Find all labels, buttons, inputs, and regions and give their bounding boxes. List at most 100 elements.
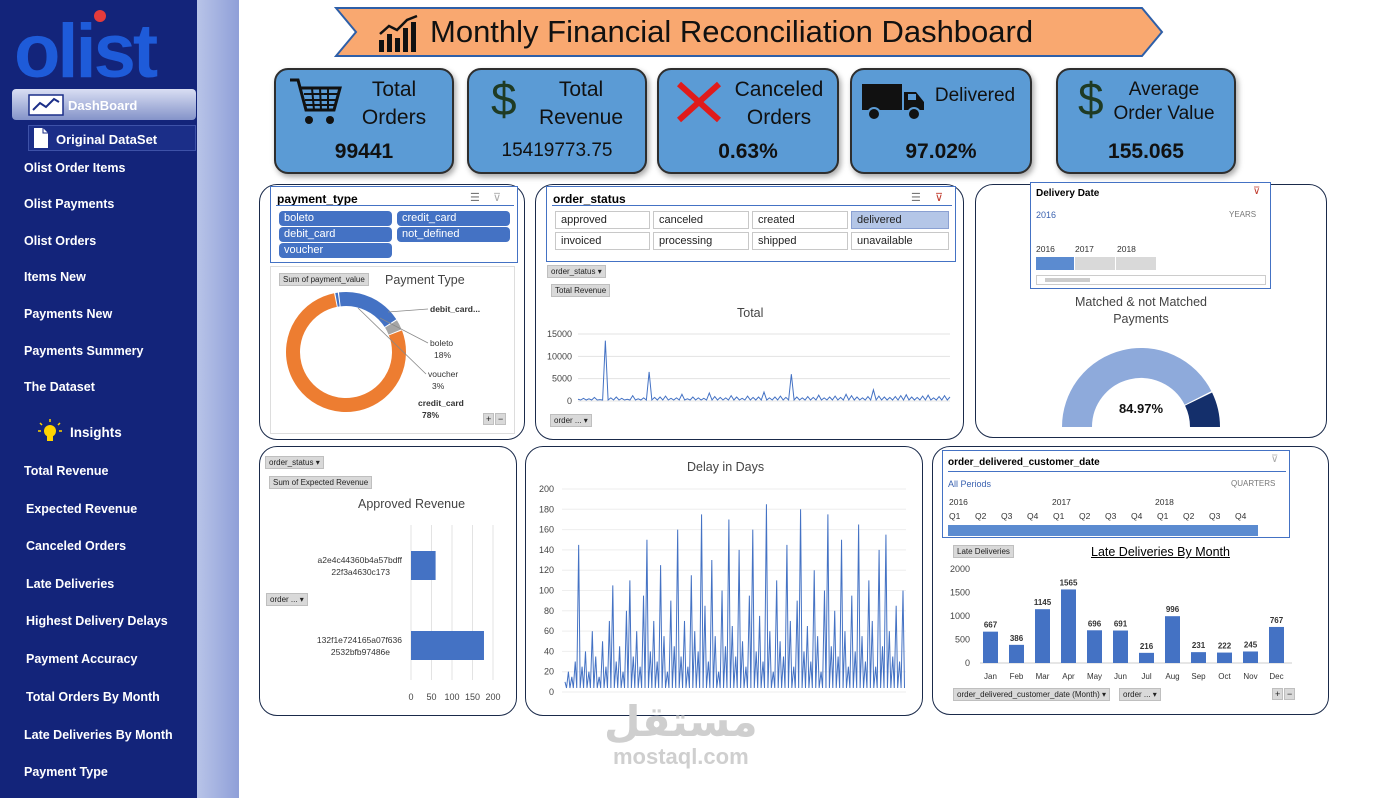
collapse-button[interactable]: − xyxy=(495,413,507,425)
nav-late-deliveries[interactable]: Late Deliveries xyxy=(26,577,115,591)
nav-canceled-orders[interactable]: Canceled Orders xyxy=(26,539,127,553)
payment-slicer-title: payment_type xyxy=(277,192,358,206)
expand-button[interactable]: + xyxy=(483,413,495,425)
delivery-scrollbar[interactable] xyxy=(1036,275,1266,285)
late-ytick-500: 500 xyxy=(955,635,970,645)
order-status-field-button[interactable]: order_status ▾ xyxy=(547,265,606,278)
order-dropdown-button-3[interactable]: order ... ▾ xyxy=(1119,688,1161,701)
order-dropdown-button[interactable]: order ... ▾ xyxy=(550,414,592,427)
kpi-delivered-l1: Delivered xyxy=(934,85,1016,106)
nav-highest-delivery-delays[interactable]: Highest Delivery Delays xyxy=(26,614,168,628)
nav-payments-new[interactable]: Payments New xyxy=(24,307,113,321)
order-dropdown-label-3: order ... xyxy=(1123,690,1151,699)
pie-label-debit_card: debit_card... xyxy=(430,304,480,314)
kpi-aov-l1: Average xyxy=(1128,79,1200,100)
page-title: Monthly Financial Reconciliation Dashboa… xyxy=(430,14,1034,49)
sum-payment-value-button[interactable]: Sum of payment_value xyxy=(279,273,369,286)
payment-chip-voucher[interactable]: voucher xyxy=(279,243,392,258)
odcd-level[interactable]: QUARTERS xyxy=(1231,479,1276,488)
order-dropdown-button-2[interactable]: order ... ▾ xyxy=(266,593,308,606)
sum-expected-revenue-button[interactable]: Sum of Expected Revenue xyxy=(269,476,373,489)
late-value-Aug: 996 xyxy=(1166,605,1180,614)
delay-ytick-180: 180 xyxy=(539,504,554,514)
clear-filter-icon[interactable]: ⊽ xyxy=(1253,186,1261,197)
nav-late-deliveries-by-month[interactable]: Late Deliveries By Month xyxy=(24,728,173,742)
status-chip-invoiced[interactable]: invoiced xyxy=(555,232,650,250)
late-ytick-1000: 1000 xyxy=(950,611,970,621)
clear-filter-icon[interactable]: ⊽ xyxy=(935,192,944,204)
pie-value-credit_card: 78% xyxy=(422,410,439,420)
nav-payments-summery[interactable]: Payments Summery xyxy=(24,344,144,358)
total-revenue-field-button[interactable]: Total Revenue xyxy=(551,284,611,297)
late-bar-Dec xyxy=(1269,626,1284,663)
clear-filter-icon[interactable]: ⊽ xyxy=(493,192,502,204)
late-ytick-2000: 2000 xyxy=(950,564,970,574)
pie-slice-boleto xyxy=(338,292,397,328)
nav-olist-orders[interactable]: Olist Orders xyxy=(24,234,97,248)
multi-select-icon[interactable]: ☰ xyxy=(470,192,480,204)
late-bar-Jul xyxy=(1139,652,1154,663)
clear-filter-icon[interactable]: ⊽ xyxy=(1271,454,1279,465)
collapse-button-2[interactable]: − xyxy=(1284,688,1296,700)
nav-olist-payments[interactable]: Olist Payments xyxy=(24,197,115,211)
late-bar-Apr xyxy=(1061,589,1076,663)
odcd-quarter-8: Q1 xyxy=(1157,511,1169,521)
revenue-ytick-0: 0 xyxy=(567,396,572,406)
status-chip-canceled[interactable]: canceled xyxy=(653,211,749,229)
odcd-timeline-bar[interactable] xyxy=(948,525,1258,536)
status-chip-delivered[interactable]: delivered xyxy=(851,211,949,229)
kpi-canceled-l2: Orders xyxy=(746,106,812,129)
status-chip-created[interactable]: created xyxy=(752,211,848,229)
delivery-timeline-segment-2018[interactable] xyxy=(1116,257,1156,270)
delivery-timeline-segment-2016[interactable] xyxy=(1036,257,1074,270)
order-status-field-button-2[interactable]: order_status ▾ xyxy=(265,456,324,469)
nav-expected-revenue[interactable]: Expected Revenue xyxy=(26,502,138,516)
dashboard-button[interactable]: DashBoard xyxy=(12,89,196,120)
payment-chip-not-defined[interactable]: not_defined xyxy=(397,227,510,242)
nav-the-dataset[interactable]: The Dataset xyxy=(24,380,95,394)
delivery-level[interactable]: YEARS xyxy=(1229,210,1257,219)
odcd-quarter-11: Q4 xyxy=(1235,511,1247,521)
original-dataset-button[interactable]: Original DataSet xyxy=(28,125,196,151)
payment-chip-boleto[interactable]: boleto xyxy=(279,211,392,226)
kpi-total-revenue-value: 15419773.75 xyxy=(501,140,613,161)
nav-payment-accuracy[interactable]: Payment Accuracy xyxy=(26,652,138,666)
delivery-year-2018: 2018 xyxy=(1117,244,1136,254)
late-bar-Mar xyxy=(1035,609,1050,663)
nav-payment-type[interactable]: Payment Type xyxy=(24,765,108,779)
late-bar-Feb xyxy=(1009,644,1024,663)
nav-total-orders-by-month[interactable]: Total Orders By Month xyxy=(26,690,160,704)
odcd-quarter-10: Q3 xyxy=(1209,511,1221,521)
delay-ytick-80: 80 xyxy=(544,606,554,616)
title-banner xyxy=(334,7,1164,57)
late-value-Feb: 386 xyxy=(1010,634,1024,643)
late-bar-Jan xyxy=(983,631,998,663)
nav-total-revenue[interactable]: Total Revenue xyxy=(24,464,109,478)
odcd-quarter-4: Q1 xyxy=(1053,511,1065,521)
payment-chip-debit-card[interactable]: debit_card xyxy=(279,227,392,242)
approved-xtick-50: 50 xyxy=(426,692,436,702)
status-chip-shipped[interactable]: shipped xyxy=(752,232,848,250)
payment-chip-credit-card[interactable]: credit_card xyxy=(397,211,510,226)
nav-items-new[interactable]: Items New xyxy=(24,270,86,284)
kpi-delivered-value: 97.02% xyxy=(905,140,977,163)
truck-icon xyxy=(862,84,924,121)
kpi-total-orders-l2: Orders xyxy=(361,106,427,129)
dashboard-label: DashBoard xyxy=(68,98,138,113)
delivery-timeline-segment-2017[interactable] xyxy=(1075,257,1115,270)
nav-olist-order-items[interactable]: Olist Order Items xyxy=(24,161,126,175)
expand-button-2[interactable]: + xyxy=(1272,688,1284,700)
approved-chart-title: Approved Revenue xyxy=(358,497,466,511)
month-field-label: order_delivered_customer_date (Month) xyxy=(957,690,1100,699)
status-chip-unavailable[interactable]: unavailable xyxy=(851,232,949,250)
odcd-quarter-9: Q2 xyxy=(1183,511,1195,521)
late-deliveries-field-button[interactable]: Late Deliveries xyxy=(953,545,1014,558)
status-chip-approved[interactable]: approved xyxy=(555,211,650,229)
status-chip-processing[interactable]: processing xyxy=(653,232,749,250)
late-value-May: 696 xyxy=(1088,619,1102,628)
month-field-button[interactable]: order_delivered_customer_date (Month) ▾ xyxy=(953,688,1110,701)
late-value-Apr: 1565 xyxy=(1060,578,1078,587)
approved-label2-0: 22f3a4630c173 xyxy=(331,567,390,577)
multi-select-icon[interactable]: ☰ xyxy=(911,192,921,204)
late-bar-Aug xyxy=(1165,616,1180,663)
